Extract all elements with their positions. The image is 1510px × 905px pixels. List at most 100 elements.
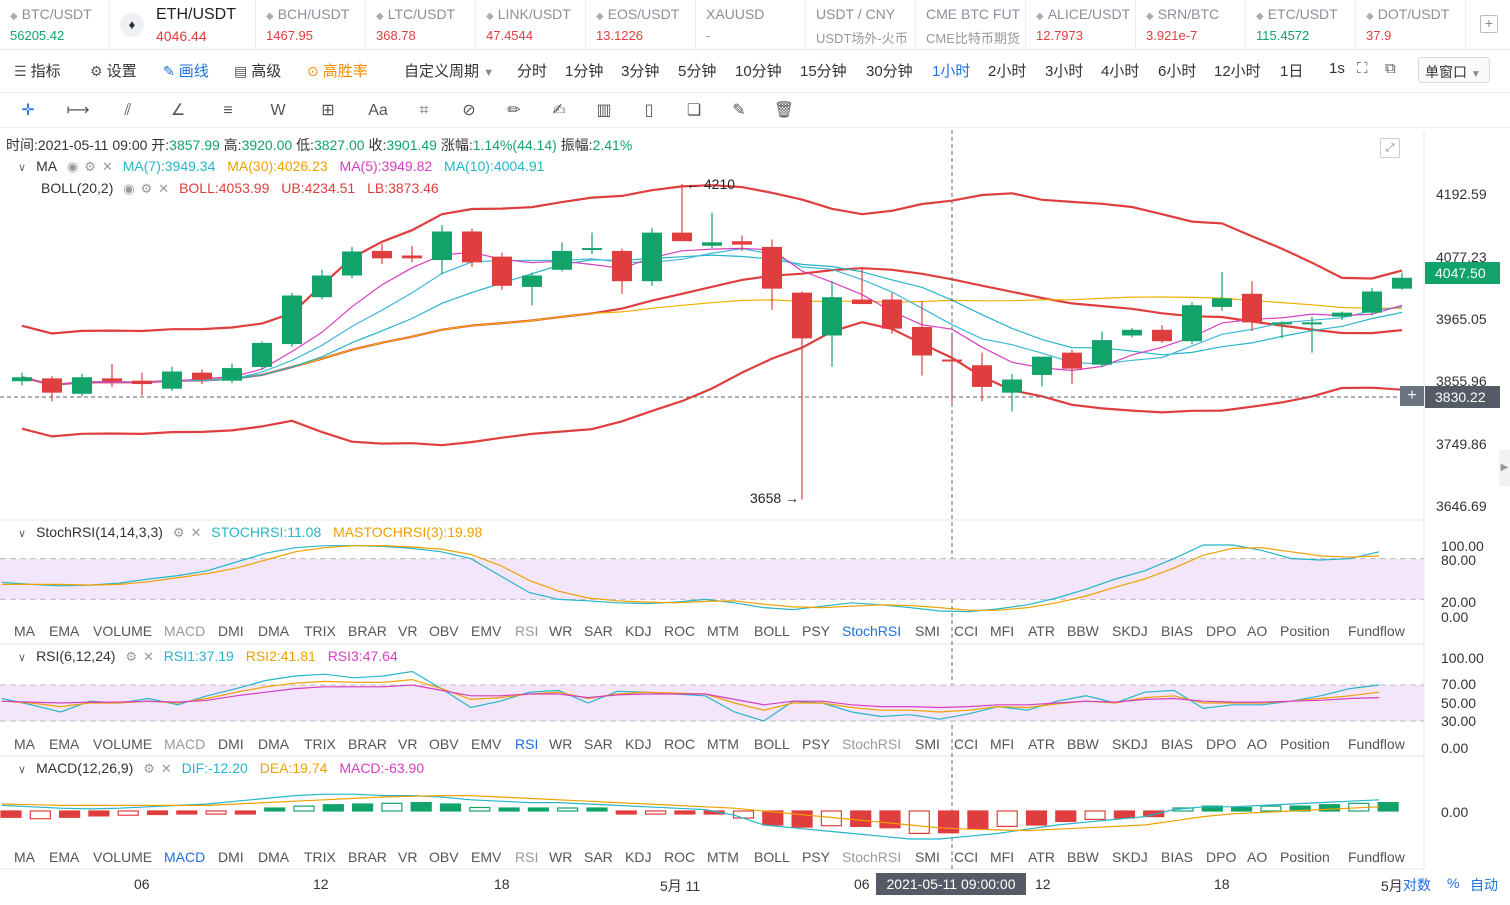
indicator-tab[interactable]: VOLUME: [93, 849, 153, 865]
indicator-tab[interactable]: DPO: [1206, 736, 1237, 752]
ticker-tab[interactable]: CME BTC FUT CME比特币期货: [916, 0, 1026, 50]
close-icon[interactable]: ✕: [142, 649, 154, 664]
indicator-tab[interactable]: BRAR: [348, 623, 387, 639]
indicator-tab[interactable]: BIAS: [1161, 736, 1193, 752]
collapse-chevron-icon[interactable]: ∨: [18, 764, 27, 776]
candles-tool-icon[interactable]: ▥: [596, 102, 612, 119]
add-tab-icon[interactable]: +: [1480, 15, 1498, 33]
close-icon[interactable]: ✕: [160, 761, 172, 776]
indicator-tab[interactable]: CCI: [954, 849, 979, 865]
indicator-tab[interactable]: BOLL: [754, 623, 790, 639]
ticker-tab[interactable]: ◆ ETC/USDT 115.4572: [1246, 0, 1356, 50]
indicator-tab[interactable]: KDJ: [625, 623, 652, 639]
indicator-tab[interactable]: RSI: [515, 736, 539, 752]
indicator-tab[interactable]: MTM: [707, 623, 739, 639]
indicator-button[interactable]: ☰ 指标: [14, 60, 61, 81]
advanced-button[interactable]: ▤ 高级: [234, 60, 281, 81]
percent-scale-button[interactable]: %: [1447, 875, 1460, 891]
indicator-tab[interactable]: DMI: [218, 849, 244, 865]
ticker-tab[interactable]: ◆ SRN/BTC 3.921e-7: [1136, 0, 1246, 50]
indicator-tab[interactable]: AO: [1247, 849, 1268, 865]
ticker-tab[interactable]: ◆ BTC/USDT 56205.42: [0, 0, 110, 50]
period-button[interactable]: 10分钟: [735, 63, 782, 80]
chart-canvas[interactable]: [0, 130, 1510, 905]
side-panel-arrow-icon[interactable]: ▶: [1499, 450, 1510, 486]
indicator-tab[interactable]: ATR: [1028, 849, 1055, 865]
indicator-tab[interactable]: VOLUME: [93, 623, 153, 639]
indicator-tab[interactable]: WR: [549, 736, 573, 752]
angle-tool-icon[interactable]: ∠: [170, 102, 186, 119]
indicator-tab[interactable]: EMV: [471, 849, 502, 865]
seconds-button[interactable]: 1s: [1329, 60, 1345, 77]
indicator-tab[interactable]: BRAR: [348, 849, 387, 865]
indicator-tab[interactable]: Position: [1280, 849, 1330, 865]
ticker-tab[interactable]: ◆ ALICE/USDT 12.7973: [1026, 0, 1136, 50]
eye-icon[interactable]: ◉: [123, 181, 135, 196]
indicator-tab[interactable]: SMI: [915, 623, 940, 639]
period-button[interactable]: 5分钟: [678, 63, 717, 80]
crosshair-tool-icon[interactable]: ✛: [21, 102, 35, 119]
indicator-tab[interactable]: BBW: [1067, 849, 1099, 865]
indicator-tab[interactable]: MACD: [164, 623, 206, 639]
gear-icon[interactable]: ⚙: [172, 525, 185, 540]
expand-icon[interactable]: ⤢: [1380, 138, 1400, 158]
ticker-tab[interactable]: ◆ LINK/USDT 47.4544: [476, 0, 586, 50]
indicator-tab[interactable]: BRAR: [348, 736, 387, 752]
indicator-tab[interactable]: BOLL: [754, 849, 790, 865]
indicator-tab[interactable]: VR: [398, 849, 418, 865]
indicator-tab[interactable]: Position: [1280, 736, 1330, 752]
indicator-tab[interactable]: ROC: [664, 736, 696, 752]
wave-tool-icon[interactable]: W: [270, 102, 286, 119]
indicator-tab[interactable]: BOLL: [754, 736, 790, 752]
indicator-tab[interactable]: MACD: [164, 736, 206, 752]
settings-button[interactable]: ⚙ 设置: [90, 60, 137, 81]
period-button[interactable]: 3小时: [1045, 63, 1084, 80]
indicator-tab[interactable]: ROC: [664, 623, 696, 639]
indicator-tab[interactable]: DPO: [1206, 849, 1237, 865]
period-button[interactable]: 30分钟: [866, 63, 913, 80]
indicator-tab[interactable]: Fundflow: [1348, 623, 1405, 639]
indicator-tab[interactable]: Position: [1280, 623, 1330, 639]
eye-icon[interactable]: ◉: [66, 159, 79, 174]
indicator-tab[interactable]: SKDJ: [1112, 849, 1148, 865]
indicator-tab[interactable]: MA: [14, 849, 35, 865]
indicator-tab[interactable]: VR: [398, 623, 418, 639]
indicator-tab[interactable]: SAR: [584, 849, 613, 865]
indicator-tab[interactable]: EMA: [49, 736, 80, 752]
indicator-tab[interactable]: BIAS: [1161, 849, 1193, 865]
gear-icon[interactable]: ⚙: [143, 761, 155, 776]
text-tool-icon[interactable]: Aa: [368, 102, 388, 119]
indicator-tab[interactable]: OBV: [429, 849, 459, 865]
chart-area[interactable]: 时间:2021-05-11 09:00 开:3857.99 高:3920.00 …: [0, 130, 1510, 905]
indicator-tab[interactable]: SMI: [915, 849, 940, 865]
indicator-tab[interactable]: KDJ: [625, 736, 652, 752]
indicator-tab[interactable]: ATR: [1028, 736, 1055, 752]
indicator-tab[interactable]: OBV: [429, 736, 459, 752]
period-button[interactable]: 分时: [517, 63, 548, 80]
indicator-tab[interactable]: MTM: [707, 849, 739, 865]
indicator-tab[interactable]: MA: [14, 623, 35, 639]
close-icon[interactable]: ✕: [190, 525, 202, 540]
rectangle-tool-icon[interactable]: ⊞: [321, 102, 335, 119]
gear-icon[interactable]: ⚙: [84, 159, 96, 174]
indicator-tab[interactable]: DMA: [258, 623, 290, 639]
indicator-tab[interactable]: SKDJ: [1112, 736, 1148, 752]
pencil-tool-icon[interactable]: ✏: [507, 102, 521, 119]
indicator-tab[interactable]: WR: [549, 623, 573, 639]
period-button[interactable]: 1小时: [932, 63, 971, 80]
indicator-tab[interactable]: DMA: [258, 849, 290, 865]
period-button[interactable]: 1分钟: [565, 63, 604, 80]
indicator-tab[interactable]: BBW: [1067, 736, 1099, 752]
indicator-tab[interactable]: TRIX: [304, 623, 336, 639]
period-button[interactable]: 12小时: [1214, 63, 1261, 80]
indicator-tab[interactable]: AO: [1247, 623, 1268, 639]
collapse-chevron-icon[interactable]: ∨: [18, 652, 27, 664]
custom-period-dropdown[interactable]: 自定义周期 ▼: [404, 60, 494, 81]
indicator-tab[interactable]: CCI: [954, 623, 979, 639]
indicator-tab[interactable]: TRIX: [304, 736, 336, 752]
indicator-tab[interactable]: KDJ: [625, 849, 652, 865]
draw-button[interactable]: ✎ 画线: [163, 60, 209, 81]
indicator-tab[interactable]: MFI: [990, 623, 1015, 639]
indicator-tab[interactable]: ATR: [1028, 623, 1055, 639]
edit-tool-icon[interactable]: ✎: [732, 102, 746, 119]
